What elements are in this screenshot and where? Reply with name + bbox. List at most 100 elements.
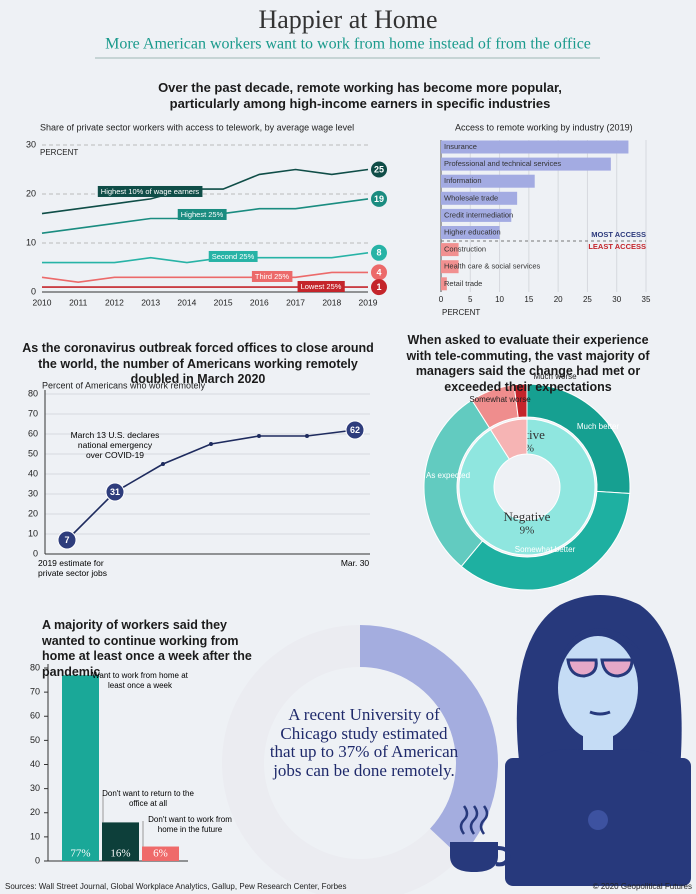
- bar: [441, 157, 611, 171]
- series-label-box: [97, 185, 203, 197]
- y-tick-label: 0: [33, 548, 38, 558]
- y-tick-label: 70: [30, 687, 40, 697]
- y-tick-label: 20: [28, 508, 38, 518]
- donut-segment: [489, 418, 528, 460]
- bar-label: Information: [444, 176, 482, 185]
- x-tick-label: 2017: [286, 297, 305, 307]
- bar: [441, 174, 535, 188]
- x-tick-label: 2013: [141, 297, 160, 307]
- fringe: [560, 628, 640, 660]
- bar: [441, 277, 447, 291]
- end-value-label: 19: [374, 194, 384, 204]
- bar: [441, 243, 459, 257]
- end-value-marker: [371, 264, 387, 281]
- mouth: [589, 710, 611, 716]
- x-tick-label: 25: [583, 295, 592, 304]
- y-tick-label: 60: [28, 428, 38, 438]
- chart-title: Access to remote working by industry (20…: [455, 122, 633, 132]
- x-tick-label: 10: [495, 295, 504, 304]
- x-tick-label: 2010: [33, 297, 52, 307]
- steam: [459, 805, 489, 835]
- series-label: Highest 10% of wage earners: [101, 187, 200, 196]
- series-label: Third 25%: [255, 272, 290, 281]
- bar-label: Retail trade: [444, 279, 482, 288]
- series-line: [41, 168, 369, 215]
- point: [209, 442, 213, 446]
- y-tick-label: 10: [28, 528, 38, 538]
- bar: [441, 208, 512, 222]
- series-label-box: [177, 208, 227, 220]
- y-tick-label: 20: [26, 188, 36, 198]
- end-value-label: 1: [376, 282, 381, 292]
- series-label: Lowest 25%: [301, 282, 342, 291]
- bar-value-label: 16%: [110, 848, 130, 860]
- segment-label: Negative: [504, 509, 551, 524]
- y-tick-label: 30: [28, 488, 38, 498]
- segment-value-label: 9%: [520, 525, 535, 537]
- y-axis-label: PERCENT: [40, 148, 78, 157]
- series-line: [42, 252, 369, 264]
- x-tick-label: 2011: [69, 297, 88, 307]
- glasses: [566, 658, 634, 678]
- y-tick-label: 0: [31, 286, 36, 296]
- point: [305, 434, 309, 438]
- series-label: Highest 25%: [181, 210, 224, 219]
- donut-segment: [360, 625, 498, 858]
- point: [257, 434, 261, 438]
- point: [105, 482, 125, 502]
- point: [161, 462, 165, 466]
- end-value-marker: [371, 279, 387, 296]
- y-tick-label: 10: [30, 831, 40, 841]
- point-label: 7: [64, 535, 69, 545]
- bar-label: Wholesale trade: [444, 193, 498, 202]
- bar: [102, 822, 139, 861]
- y-tick-label: 30: [30, 783, 40, 793]
- series-label-box: [251, 270, 293, 282]
- laptop-logo: [588, 810, 608, 830]
- y-tick-label: 0: [35, 855, 40, 865]
- x-tick-label: 2016: [250, 297, 269, 307]
- y-tick-label: 70: [28, 408, 38, 418]
- end-value-marker: [371, 190, 387, 207]
- point-label: 62: [350, 425, 360, 435]
- series-line: [41, 271, 368, 284]
- y-tick-label: 20: [30, 807, 40, 817]
- bar: [142, 846, 179, 861]
- illustration: [450, 595, 691, 886]
- point: [345, 420, 365, 440]
- donut-segment: [513, 383, 528, 419]
- end-value-label: 8: [376, 248, 381, 258]
- bar: [441, 191, 518, 205]
- x-tick-label: 5: [468, 295, 473, 304]
- y-tick-label: 80: [28, 388, 38, 398]
- end-value-marker: [371, 161, 387, 178]
- x-tick-label: 2015: [214, 297, 233, 307]
- page-title: Happier at Home: [258, 5, 437, 34]
- series-label-box: [297, 280, 345, 292]
- x-tick-label: 15: [524, 295, 533, 304]
- bar: [441, 140, 629, 154]
- annotation: LEAST ACCESS: [588, 242, 646, 251]
- y-tick-label: 60: [30, 711, 40, 721]
- end-value-marker: [371, 244, 387, 261]
- chart-title: Percent of Americans who work remotely: [42, 380, 206, 390]
- annotation: MOST ACCESS: [591, 230, 646, 239]
- x-tick-label: 2012: [105, 297, 124, 307]
- x-tick-label: 35: [642, 295, 651, 304]
- series-label: Second 25%: [212, 252, 255, 261]
- y-tick-label: 50: [28, 448, 38, 458]
- y-tick-label: 30: [26, 139, 36, 149]
- bar-label: Credit intermediation: [444, 210, 513, 219]
- x-tick-label: 2019: [359, 297, 378, 307]
- bar-value-label: 6%: [153, 848, 168, 860]
- bar: [441, 260, 459, 274]
- series-label-box: [208, 250, 258, 262]
- cup-handle: [495, 846, 511, 867]
- x-tick-label: 20: [554, 295, 563, 304]
- face: [558, 636, 638, 740]
- page-subtitle: More American workers want to work from …: [105, 36, 591, 53]
- chart-title: Share of private sector workers with acc…: [40, 122, 354, 132]
- end-value-label: 4: [376, 267, 381, 277]
